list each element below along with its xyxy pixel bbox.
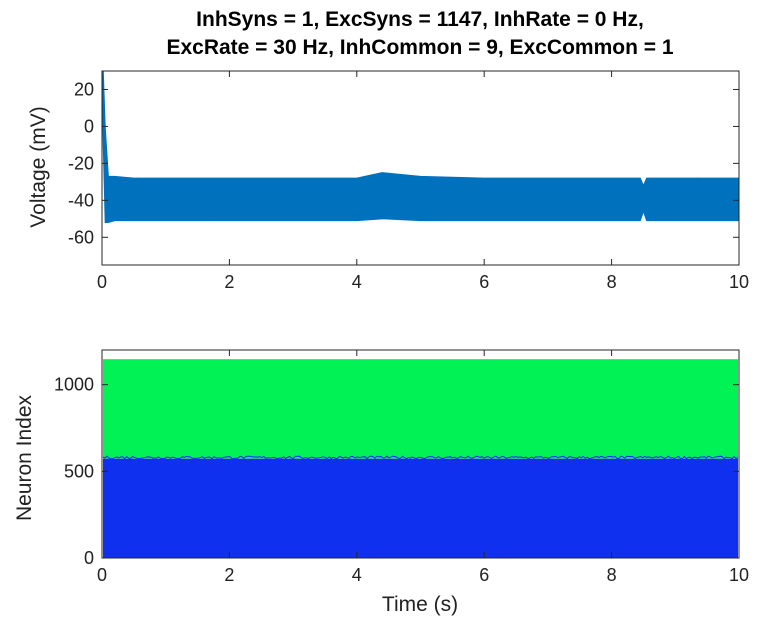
voltage-x-tick-label: 10 xyxy=(729,272,749,292)
raster-y-tick-label: 0 xyxy=(84,548,94,568)
voltage-x-tick-label: 6 xyxy=(479,272,489,292)
raster-x-axis-label: Time (s) xyxy=(382,593,458,616)
raster-inhibitory-block xyxy=(103,458,738,558)
voltage-axes: 0 2 4 6 8 10 20 0 -20 -40 -60 Voltage (mV) xyxy=(27,70,749,292)
raster-axes-frame xyxy=(101,349,740,559)
raster-x-tick-label: 2 xyxy=(224,565,234,585)
voltage-y-tick-label: 20 xyxy=(74,79,94,99)
chart-title-line-2: ExcRate = 30 Hz, InhCommon = 9, ExcCommo… xyxy=(166,36,673,59)
voltage-x-tick-label: 8 xyxy=(607,272,617,292)
voltage-x-tick-label: 0 xyxy=(97,272,107,292)
voltage-x-tick-label: 4 xyxy=(352,272,362,292)
raster-y-axis-label: Neuron Index xyxy=(13,394,36,521)
voltage-y-tick-label: -40 xyxy=(68,190,94,210)
voltage-y-tick-label: -20 xyxy=(68,153,94,173)
raster-axes: 0 2 4 6 8 10 0 500 1000 Neuron Index Time (s) xyxy=(13,349,749,616)
voltage-axes-ticks: 0 2 4 6 8 10 20 0 -20 -40 -60 xyxy=(68,71,749,292)
raster-x-tick-label: 4 xyxy=(352,565,362,585)
voltage-y-tick-label: 0 xyxy=(84,116,94,136)
raster-x-tick-label: 10 xyxy=(729,565,749,585)
spike-raster-area xyxy=(102,359,739,558)
voltage-trace-line xyxy=(101,70,740,222)
raster-x-tick-label: 0 xyxy=(97,565,107,585)
raster-y-tick-label: 1000 xyxy=(54,375,94,395)
voltage-x-tick-label: 2 xyxy=(224,272,234,292)
raster-excitatory-block xyxy=(103,359,738,459)
raster-axes-ticks: 0 2 4 6 8 10 0 500 1000 xyxy=(54,350,749,585)
raster-block-boundary xyxy=(102,455,739,460)
voltage-axes-frame xyxy=(101,70,740,266)
raster-x-tick-label: 8 xyxy=(607,565,617,585)
raster-y-tick-label: 500 xyxy=(64,461,94,481)
voltage-y-axis-label: Voltage (mV) xyxy=(27,106,50,227)
voltage-y-tick-label: -60 xyxy=(68,227,94,247)
raster-x-tick-label: 6 xyxy=(479,565,489,585)
chart-title-line-1: InhSyns = 1, ExcSyns = 1147, InhRate = 0… xyxy=(196,8,644,31)
